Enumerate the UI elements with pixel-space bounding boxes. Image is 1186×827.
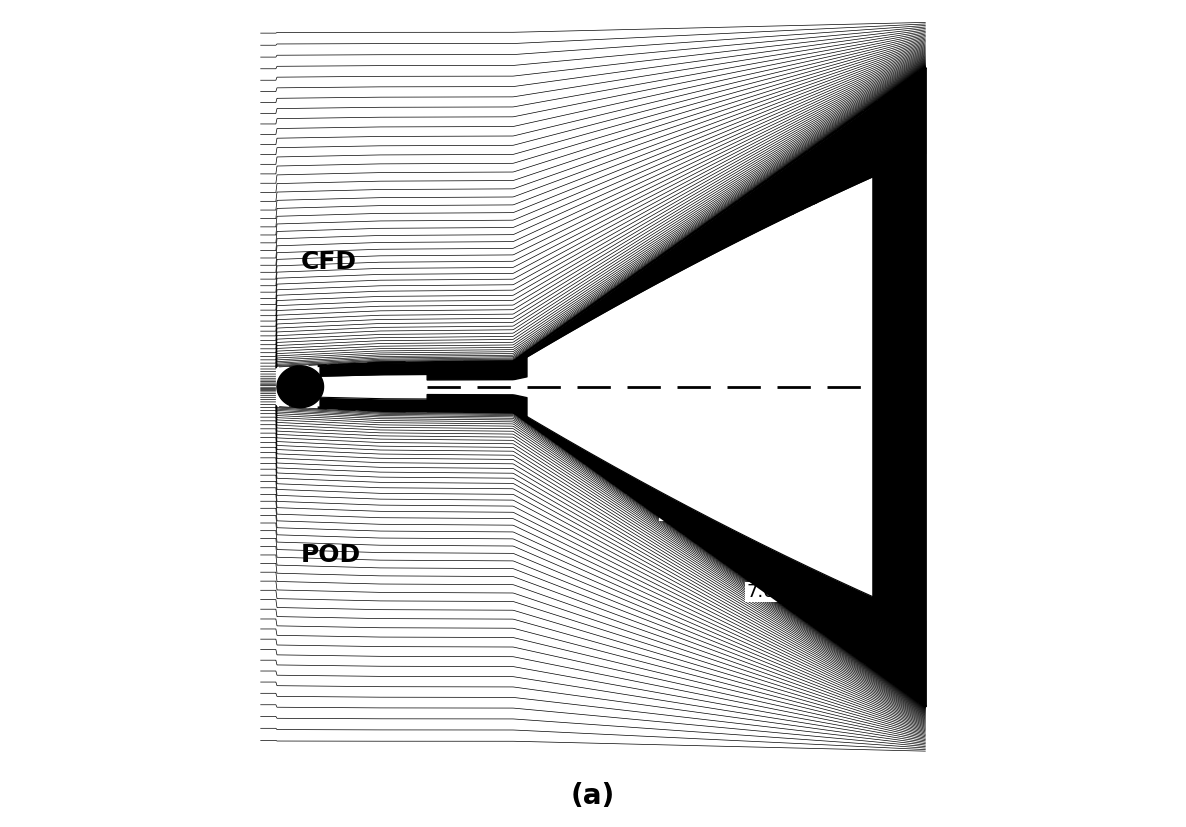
- Text: 7.0E+05: 7.0E+05: [746, 583, 823, 600]
- Text: 3.3E+05: 3.3E+05: [606, 342, 684, 359]
- Text: 5.8E+05: 5.8E+05: [659, 275, 738, 294]
- Text: (a): (a): [570, 782, 616, 810]
- Text: 3.3E+05: 3.3E+05: [606, 437, 684, 454]
- Polygon shape: [278, 366, 324, 408]
- Text: POD: POD: [300, 543, 361, 567]
- Text: 5.8E+05: 5.8E+05: [659, 502, 738, 520]
- Text: CFD: CFD: [300, 251, 356, 275]
- Text: 7.0E+05: 7.0E+05: [746, 202, 823, 220]
